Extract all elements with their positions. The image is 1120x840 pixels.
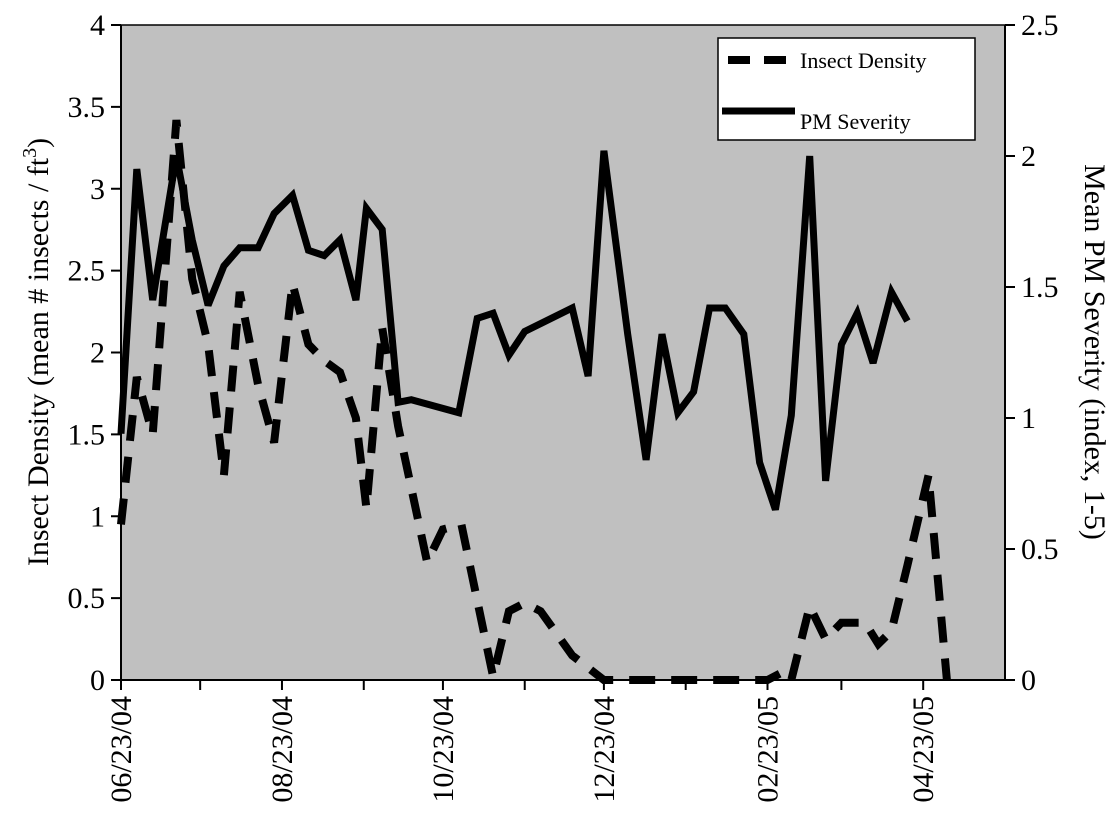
left-axis-tick-label: 3.5 (68, 91, 106, 124)
legend: Insect Density PM Severity (717, 37, 976, 141)
left-axis-tick-label: 0 (90, 664, 105, 697)
x-axis-tick-label: 04/23/05 (907, 696, 940, 803)
legend-label-pm-severity: PM Severity (800, 109, 911, 134)
x-axis-tick-label: 08/23/04 (266, 696, 299, 803)
right-axis-tick-label: 2.5 (1021, 9, 1059, 42)
left-axis-tick-label: 1.5 (68, 418, 106, 451)
legend-box (717, 37, 976, 141)
left-axis-tick-label: 3 (90, 173, 105, 206)
left-axis-tick-label: 4 (90, 9, 105, 42)
x-axis-tick-label: 12/23/04 (588, 696, 621, 803)
right-axis-tick-label: 2 (1021, 140, 1036, 173)
x-axis-tick-label: 02/23/05 (752, 696, 785, 803)
left-axis-tick-label: 0.5 (68, 582, 106, 615)
x-axis-tick-label: 10/23/04 (427, 696, 460, 803)
right-axis-title: Mean PM Severity (index, 1-5) (1078, 164, 1111, 540)
legend-label-insect-density: Insect Density (800, 48, 926, 73)
right-axis-tick-label: 1.5 (1021, 271, 1059, 304)
x-axis-tick-label: 06/23/04 (105, 696, 138, 803)
right-axis-tick-label: 1 (1021, 402, 1036, 435)
left-axis-title: Insect Density (mean # insects / ft3) (19, 138, 55, 566)
right-axis-tick-label: 0 (1021, 664, 1036, 697)
left-axis-title-superscript: 3 (19, 148, 41, 158)
left-axis-title-text: Insect Density (mean # insects / ft (22, 157, 55, 566)
left-axis-tick-label: 2 (90, 337, 105, 370)
series-line-insect-density (117, 119, 951, 688)
left-axis-title-end: ) (22, 138, 55, 148)
right-axis-tick-label: 0.5 (1021, 533, 1059, 566)
left-axis-tick-label: 2.5 (68, 255, 106, 288)
series-line-pm-severity (117, 150, 911, 511)
left-axis-tick-label: 1 (90, 500, 105, 533)
